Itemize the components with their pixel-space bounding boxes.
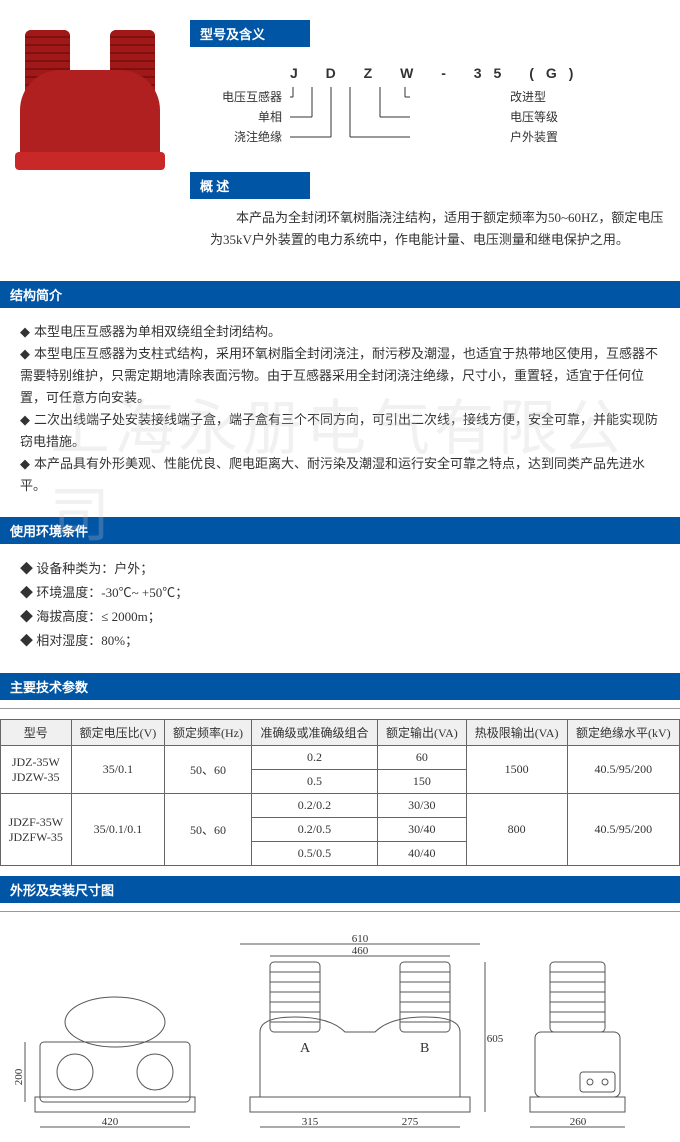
cell-out: 30/30 — [378, 794, 466, 818]
transformer-body — [20, 70, 160, 160]
header-model-meaning: 型号及含义 — [190, 20, 310, 47]
svg-text:610: 610 — [352, 933, 369, 945]
structure-bullet-2: 二次出线端子处安装接线端子盒，端子盒有三个不同方向，可引出二次线，接线方便，安全… — [20, 409, 665, 453]
separator — [0, 708, 680, 709]
cell-freq: 50、60 — [165, 746, 252, 794]
header-structure: 结构简介 — [0, 281, 680, 308]
cell-out: 30/40 — [378, 818, 466, 842]
env-0: 设备种类为：户外； — [20, 557, 665, 581]
cell-thermal: 800 — [466, 794, 567, 866]
table-row: JDZF-35WJDZFW-35 35/0.1/0.1 50、60 0.2/0.… — [1, 794, 680, 818]
model-right-1: 电压等级 — [510, 107, 558, 127]
cell-model: JDZ-35WJDZW-35 — [1, 746, 72, 794]
table-row: JDZ-35WJDZW-35 35/0.1 50、60 0.2 60 1500 … — [1, 746, 680, 770]
th-1: 额定电压比(V) — [71, 720, 165, 746]
environment-list: 设备种类为：户外； 环境温度：-30℃~ +50℃； 海拔高度：≤ 2000m；… — [0, 552, 680, 663]
model-left-0: 电压互感器 — [210, 87, 290, 107]
specs-table: 型号 额定电压比(V) 额定频率(Hz) 准确级或准确级组合 额定输出(VA) … — [0, 719, 680, 866]
header-environment: 使用环境条件 — [0, 517, 680, 544]
product-image — [0, 20, 180, 180]
cell-model: JDZF-35WJDZFW-35 — [1, 794, 72, 866]
model-connector-lines — [290, 87, 470, 157]
th-5: 热极限输出(VA) — [466, 720, 567, 746]
th-4: 额定输出(VA) — [378, 720, 466, 746]
top-section: 型号及含义 J D Z W - 35 (G) 电压互感器 单相 浇注绝缘 — [0, 0, 680, 271]
svg-text:260: 260 — [570, 1116, 587, 1128]
cell-insul: 40.5/95/200 — [567, 794, 679, 866]
separator — [0, 911, 680, 912]
transformer-base — [15, 152, 165, 170]
structure-bullet-1: 本型电压互感器为支柱式结构，采用环氧树脂全封闭浇注，耐污秽及潮湿，也适宜于热带地… — [20, 343, 665, 409]
cell-ratio: 35/0.1/0.1 — [71, 794, 165, 866]
cell-out: 150 — [378, 770, 466, 794]
cell-ratio: 35/0.1 — [71, 746, 165, 794]
model-left-2: 浇注绝缘 — [210, 127, 290, 147]
th-2: 额定频率(Hz) — [165, 720, 252, 746]
env-3: 相对湿度：80%； — [20, 629, 665, 653]
header-specs: 主要技术参数 — [0, 673, 680, 700]
model-right-2: 户外装置 — [510, 127, 558, 147]
header-overview: 概 述 — [190, 172, 310, 199]
model-diagram: J D Z W - 35 (G) 电压互感器 单相 浇注绝缘 — [210, 65, 680, 157]
svg-text:200: 200 — [13, 1068, 25, 1085]
svg-text:275: 275 — [402, 1116, 419, 1128]
overview-text: 本产品为全封闭环氧树脂浇注结构，适用于额定频率为50~60HZ，额定电压为35k… — [190, 207, 680, 261]
svg-text:420: 420 — [102, 1116, 119, 1128]
structure-bullet-3: 本产品具有外形美观、性能优良、爬电距离大、耐污染及潮湿和运行安全可靠之特点，达到… — [20, 453, 665, 497]
svg-text:605: 605 — [487, 1033, 504, 1045]
cell-acc: 0.2/0.2 — [251, 794, 377, 818]
model-letters: J D Z W - 35 (G) — [290, 65, 680, 81]
table-header-row: 型号 额定电压比(V) 额定频率(Hz) 准确级或准确级组合 额定输出(VA) … — [1, 720, 680, 746]
structure-bullet-0: 本型电压互感器为单相双绕组全封闭结构。 — [20, 321, 665, 343]
cell-insul: 40.5/95/200 — [567, 746, 679, 794]
cell-acc: 0.5 — [251, 770, 377, 794]
dimension-diagram: 420 200 610 460 — [0, 922, 680, 1142]
env-2: 海拔高度：≤ 2000m； — [20, 605, 665, 629]
cell-acc: 0.2/0.5 — [251, 818, 377, 842]
svg-text:460: 460 — [352, 945, 369, 957]
header-dimensions: 外形及安装尺寸图 — [0, 876, 680, 903]
cell-thermal: 1500 — [466, 746, 567, 794]
svg-text:B: B — [420, 1041, 429, 1056]
svg-text:315: 315 — [302, 1116, 319, 1128]
model-right-0: 改进型 — [510, 87, 558, 107]
structure-list: 本型电压互感器为单相双绕组全封闭结构。 本型电压互感器为支柱式结构，采用环氧树脂… — [0, 316, 680, 507]
cell-freq: 50、60 — [165, 794, 252, 866]
dimension-svg: 420 200 610 460 — [10, 932, 650, 1132]
cell-out: 60 — [378, 746, 466, 770]
env-1: 环境温度：-30℃~ +50℃； — [20, 581, 665, 605]
model-left-1: 单相 — [210, 107, 290, 127]
th-0: 型号 — [1, 720, 72, 746]
cell-out: 40/40 — [378, 842, 466, 866]
cell-acc: 0.5/0.5 — [251, 842, 377, 866]
svg-text:A: A — [300, 1041, 311, 1056]
th-6: 额定绝缘水平(kV) — [567, 720, 679, 746]
th-3: 准确级或准确级组合 — [251, 720, 377, 746]
cell-acc: 0.2 — [251, 746, 377, 770]
